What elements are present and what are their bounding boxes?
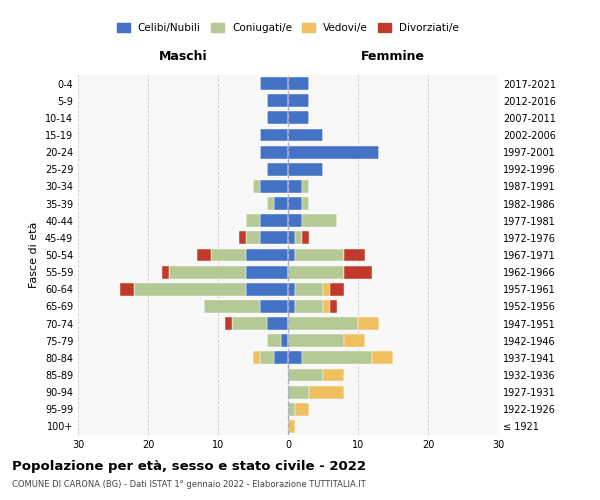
Bar <box>288 77 309 90</box>
Bar <box>344 248 365 262</box>
Bar <box>267 94 288 107</box>
Bar <box>288 94 309 107</box>
Bar <box>260 146 288 158</box>
Bar <box>267 197 274 210</box>
Bar <box>260 128 288 141</box>
Bar <box>302 180 309 193</box>
Bar <box>267 112 288 124</box>
Bar <box>260 77 288 90</box>
Bar <box>225 317 232 330</box>
Bar <box>302 214 337 227</box>
Bar <box>197 248 211 262</box>
Bar <box>288 334 344 347</box>
Bar <box>288 128 323 141</box>
Bar <box>288 300 295 313</box>
Bar <box>267 163 288 175</box>
Y-axis label: Fasce di età: Fasce di età <box>29 222 39 288</box>
Bar <box>281 334 288 347</box>
Bar <box>246 248 288 262</box>
Bar <box>295 232 302 244</box>
Bar <box>288 266 344 278</box>
Bar <box>253 352 260 364</box>
Text: Femmine: Femmine <box>361 50 425 63</box>
Text: COMUNE DI CARONA (BG) - Dati ISTAT 1° gennaio 2022 - Elaborazione TUTTITALIA.IT: COMUNE DI CARONA (BG) - Dati ISTAT 1° ge… <box>12 480 366 489</box>
Bar <box>246 266 288 278</box>
Text: Popolazione per età, sesso e stato civile - 2022: Popolazione per età, sesso e stato civil… <box>12 460 366 473</box>
Bar <box>246 232 260 244</box>
Bar <box>288 403 295 415</box>
Bar <box>288 232 295 244</box>
Bar <box>260 232 288 244</box>
Bar <box>246 214 260 227</box>
Bar <box>344 266 372 278</box>
Bar <box>267 334 281 347</box>
Bar <box>288 214 302 227</box>
Bar <box>288 163 323 175</box>
Bar <box>288 317 358 330</box>
Bar <box>260 180 288 193</box>
Bar <box>288 352 302 364</box>
Bar <box>288 180 302 193</box>
Bar <box>295 403 309 415</box>
Bar <box>288 420 295 433</box>
Bar <box>302 232 309 244</box>
Bar <box>288 146 379 158</box>
Bar <box>288 112 309 124</box>
Bar <box>295 300 323 313</box>
Bar <box>323 368 344 382</box>
Bar <box>295 283 323 296</box>
Bar <box>358 317 379 330</box>
Bar <box>309 386 344 398</box>
Bar <box>267 317 288 330</box>
Bar <box>253 180 260 193</box>
Bar <box>260 214 288 227</box>
Bar <box>260 300 288 313</box>
Text: Maschi: Maschi <box>158 50 208 63</box>
Legend: Celibi/Nubili, Coniugati/e, Vedovi/e, Divorziati/e: Celibi/Nubili, Coniugati/e, Vedovi/e, Di… <box>113 19 463 38</box>
Bar <box>302 352 372 364</box>
Bar <box>274 197 288 210</box>
Bar <box>295 248 344 262</box>
Bar <box>120 283 134 296</box>
Bar <box>288 368 323 382</box>
Bar <box>330 300 337 313</box>
Bar <box>274 352 288 364</box>
Bar <box>260 352 274 364</box>
Bar <box>134 283 246 296</box>
Bar <box>302 197 309 210</box>
Bar <box>288 197 302 210</box>
Bar <box>169 266 246 278</box>
Bar <box>323 283 330 296</box>
Bar <box>211 248 246 262</box>
Bar <box>239 232 246 244</box>
Bar <box>330 283 344 296</box>
Bar <box>288 283 295 296</box>
Bar <box>246 283 288 296</box>
Bar <box>162 266 169 278</box>
Bar <box>204 300 260 313</box>
Bar <box>372 352 393 364</box>
Bar <box>232 317 267 330</box>
Bar <box>288 248 295 262</box>
Bar <box>288 386 309 398</box>
Bar <box>323 300 330 313</box>
Bar <box>344 334 365 347</box>
